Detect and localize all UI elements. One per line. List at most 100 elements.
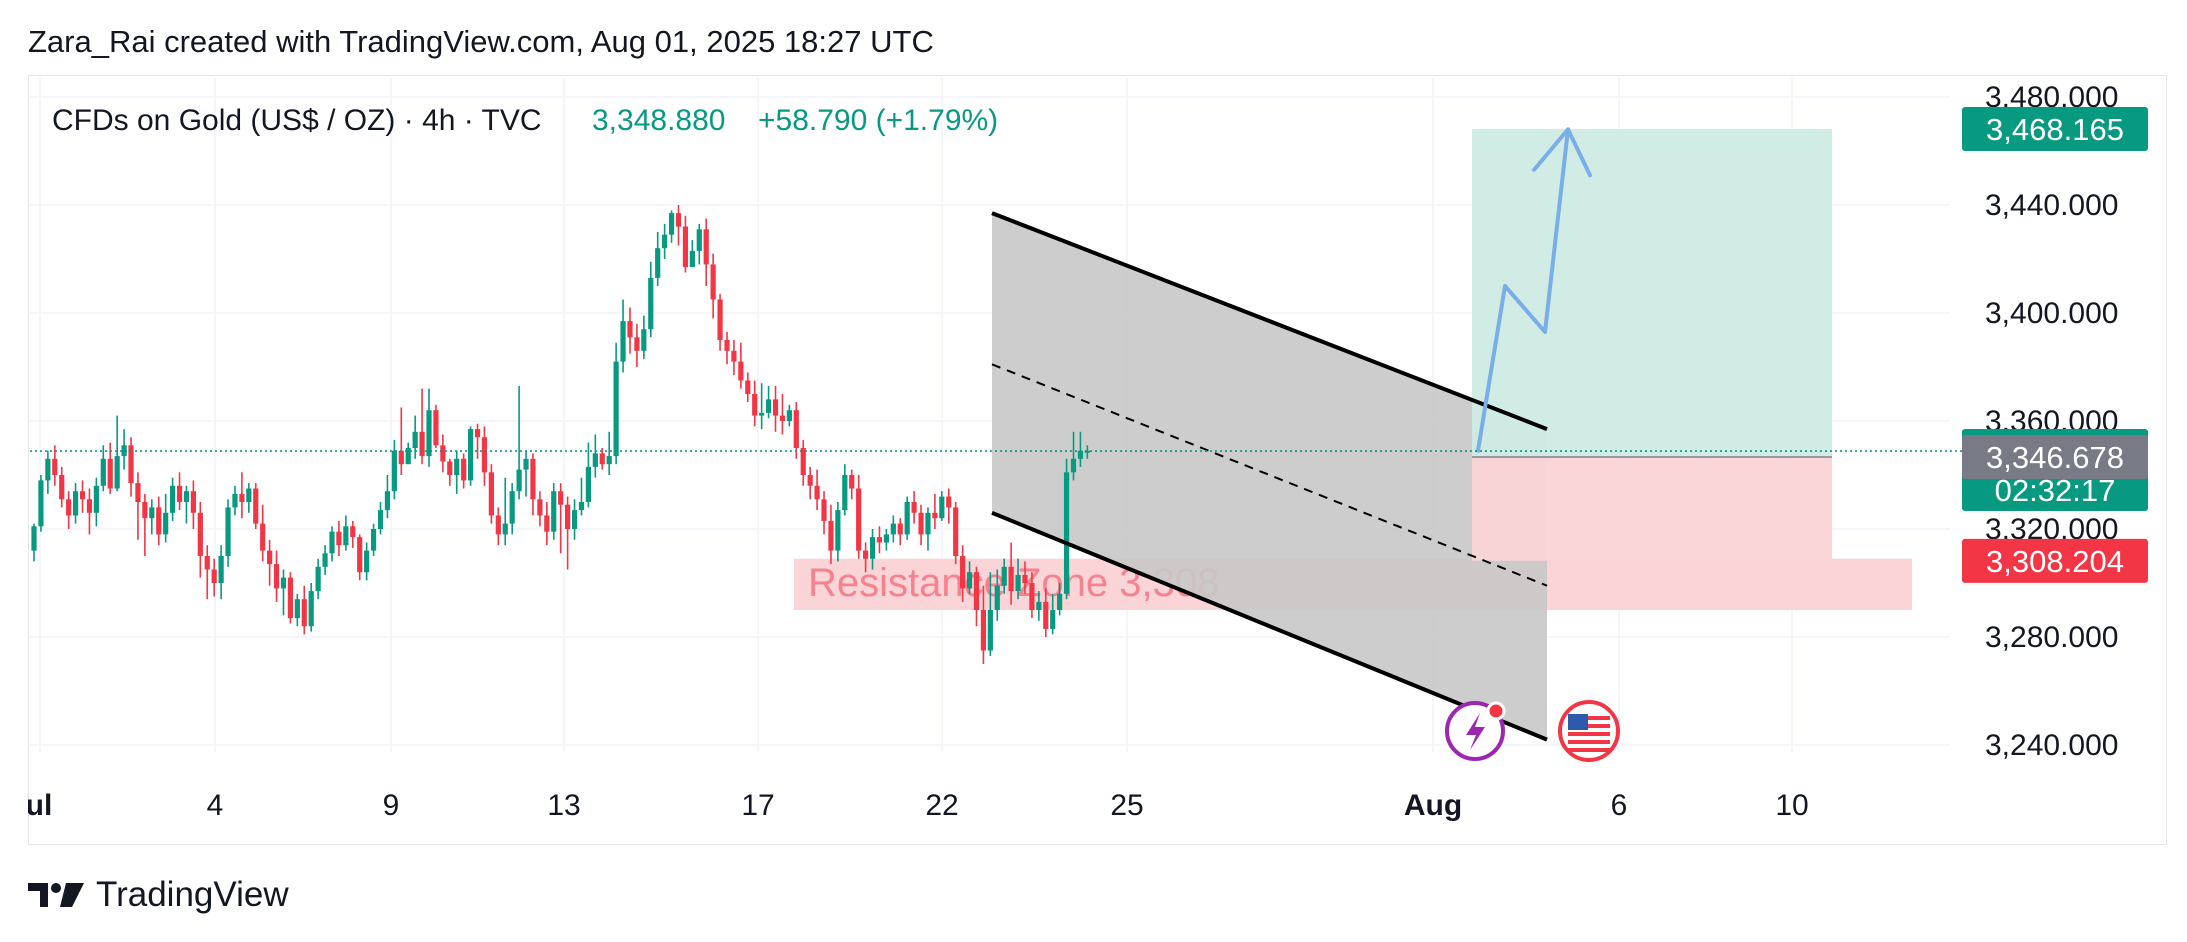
candle-body: [246, 488, 252, 502]
candle-body: [842, 475, 848, 511]
candle-body: [620, 321, 626, 362]
candle: [738, 342, 744, 389]
candle-body: [419, 431, 425, 457]
candle: [142, 493, 148, 556]
candle-body: [107, 458, 113, 489]
candle-body: [142, 502, 148, 519]
candle: [357, 534, 363, 581]
x-axis-tick-label: 25: [1110, 789, 1143, 822]
candle: [689, 240, 695, 268]
candle-body: [384, 491, 391, 511]
candle-body: [1008, 566, 1014, 592]
symbol-title: CFDs on Gold (US$ / OZ) · 4h · TVC: [52, 104, 542, 137]
candle: [343, 515, 349, 551]
candle: [765, 385, 772, 419]
candle-body: [38, 480, 44, 527]
candle-body: [821, 499, 827, 521]
candle: [440, 434, 446, 473]
channel-upper-line: [991, 211, 1548, 431]
candle: [280, 569, 287, 616]
candle-body: [682, 226, 689, 268]
candle: [461, 453, 467, 489]
candle-body: [481, 437, 488, 473]
candle-body: [863, 550, 869, 559]
candle-body: [530, 458, 536, 500]
candle-body: [738, 361, 744, 381]
candle: [578, 477, 585, 516]
candle: [1043, 588, 1049, 637]
symbol-last-price: 3,348.880: [592, 104, 725, 137]
candle: [322, 545, 328, 575]
candle: [495, 507, 501, 546]
candle: [939, 491, 945, 521]
candle-body: [1070, 458, 1077, 473]
price-badge-bg: [1962, 434, 2148, 479]
candle: [114, 415, 120, 492]
candle: [835, 502, 841, 562]
candle-body: [433, 410, 439, 446]
candle: [1029, 572, 1035, 619]
price-chart[interactable]: Resistance Zone 3,308 3,240.000 3,280.000…: [0, 0, 2187, 860]
candle-body: [294, 599, 300, 619]
event-marker-dividend: [1445, 701, 1506, 761]
tradingview-logo-icon: [28, 883, 84, 907]
candle: [294, 593, 300, 627]
candle: [1008, 542, 1014, 605]
candle-body: [613, 361, 619, 457]
candle-body: [828, 520, 834, 551]
candle-body: [606, 456, 612, 465]
candle-body: [329, 531, 335, 554]
tradingview-logo[interactable]: TradingView: [28, 875, 289, 915]
candle: [960, 545, 966, 602]
candle-body: [398, 450, 404, 465]
candle: [620, 299, 626, 373]
candle: [890, 515, 896, 543]
candle-body: [86, 499, 93, 513]
chart-frame[interactable]: [28, 75, 2167, 845]
candle: [225, 499, 231, 567]
candle-body: [849, 475, 855, 489]
candle-body: [592, 453, 598, 467]
candle: [86, 488, 93, 535]
candle-body: [197, 512, 203, 556]
candle: [135, 472, 141, 540]
candle: [571, 499, 578, 540]
candle: [1070, 431, 1077, 481]
candle: [308, 583, 314, 632]
candle-body: [731, 350, 737, 362]
candle-body: [447, 461, 453, 475]
price-badge-value: 3,308.204: [1986, 544, 2124, 579]
candle: [752, 380, 758, 427]
candle: [405, 442, 411, 465]
candle-body: [183, 491, 190, 502]
candle: [973, 566, 980, 627]
flag-stripe: [1568, 724, 1610, 728]
candle-body: [966, 572, 973, 589]
candle: [211, 558, 217, 597]
candle-body: [412, 431, 418, 448]
candle: [703, 218, 709, 286]
candle-body: [537, 499, 543, 516]
candle-body: [93, 485, 99, 513]
candle-body: [689, 250, 695, 268]
candle: [592, 434, 598, 478]
candle: [509, 483, 515, 535]
projection-arrow: [1476, 127, 1570, 453]
candle: [52, 445, 58, 486]
candle: [79, 480, 86, 513]
candle-body: [218, 556, 224, 583]
candle: [100, 445, 106, 492]
x-axis-tick-label: 4: [207, 789, 224, 822]
price-badge-value: 3,346.678: [1986, 440, 2124, 475]
candle-body: [211, 569, 217, 583]
candle: [329, 526, 335, 562]
candle-body: [232, 493, 238, 508]
candle: [72, 483, 79, 524]
candle-body: [149, 507, 155, 519]
candle: [454, 450, 460, 494]
candle-body: [544, 515, 550, 532]
candle-body: [765, 399, 772, 413]
candle: [412, 415, 418, 459]
tradingview-brand: TradingView: [96, 875, 289, 914]
candle-body: [558, 491, 564, 505]
